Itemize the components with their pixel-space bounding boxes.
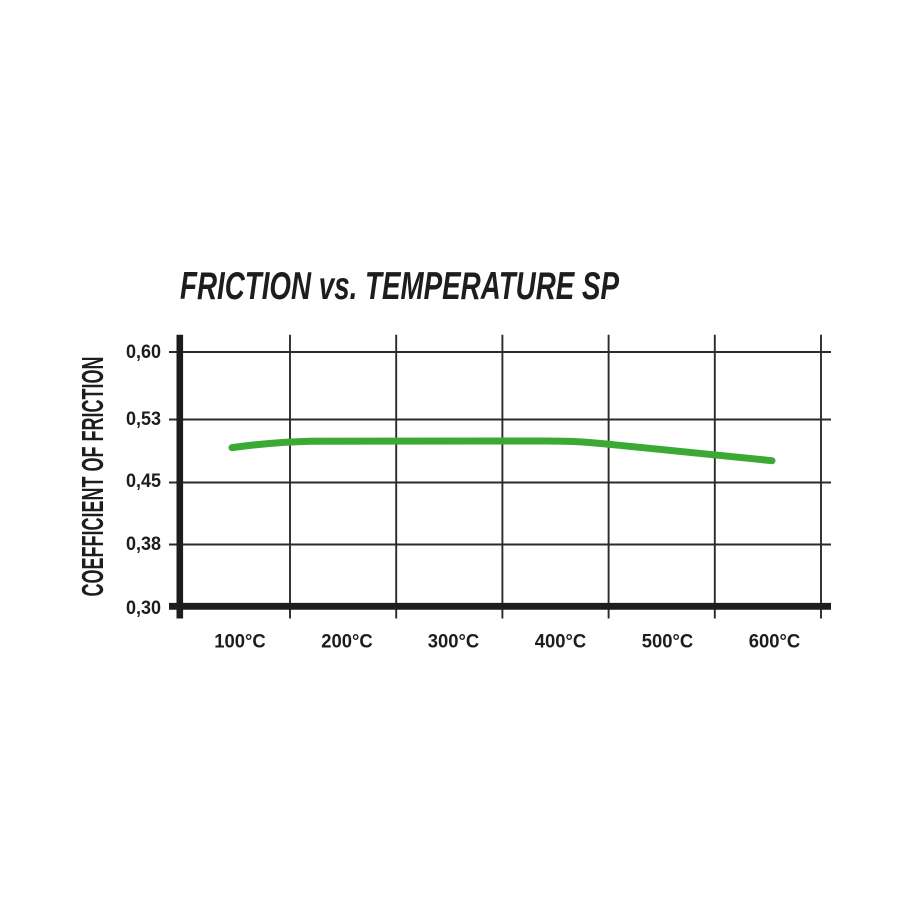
svg-text:200°C: 200°C [321,631,372,653]
svg-text:100°C: 100°C [214,631,265,653]
svg-text:500°C: 500°C [642,631,693,653]
svg-text:0,60: 0,60 [126,341,161,363]
svg-text:0,45: 0,45 [126,470,161,492]
svg-text:FRICTION vs. TEMPERATURE SP: FRICTION vs. TEMPERATURE SP [180,265,619,308]
svg-text:0,38: 0,38 [126,533,161,555]
svg-text:0,53: 0,53 [126,408,161,430]
svg-text:400°C: 400°C [535,631,586,653]
svg-text:0,30: 0,30 [126,597,161,619]
svg-text:600°C: 600°C [749,631,800,653]
svg-text:300°C: 300°C [428,631,479,653]
svg-text:COEFFICIENT OF FRICTION: COEFFICIENT OF FRICTION [75,357,110,597]
